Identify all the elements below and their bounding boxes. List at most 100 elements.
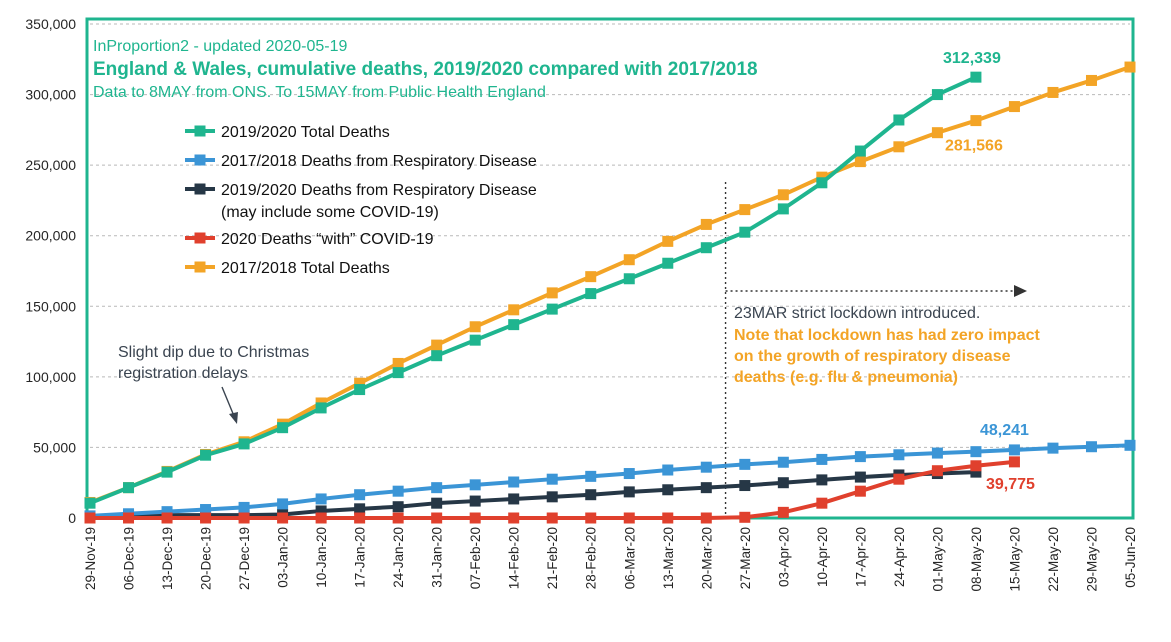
chart-subtitle: InProportion2 - updated 2020-05-19 [93,38,348,55]
legend-label: 2020 Deaths “with” COVID-19 [221,231,434,248]
data-point [392,512,404,524]
lockdown-note-line2: Note that lockdown has had zero impact [734,327,1040,344]
data-point [1085,441,1097,453]
data-point [469,512,481,524]
x-tick-label: 01-May-20 [930,527,945,592]
data-point [315,493,327,505]
data-point [392,367,404,379]
series-teal [84,71,982,509]
data-label: 312,339 [943,50,1001,67]
x-tick-label: 24-Apr-20 [892,527,907,587]
data-point [700,242,712,254]
data-point [123,512,135,524]
data-point [1047,442,1059,454]
legend: 2019/2020 Total Deaths 2017/2018 Deaths f… [185,124,537,277]
data-point [816,171,828,183]
series-red [84,456,1020,524]
data-point [546,491,558,503]
data-point [469,479,481,491]
data-point [315,402,327,414]
data-point [354,503,366,515]
data-point [931,447,943,459]
data-point [970,115,982,127]
data-point [1124,61,1136,73]
data-point [816,177,828,189]
x-tick-label: 31-Jan-20 [430,527,445,588]
data-point [508,476,520,488]
legend-label: 2017/2018 Total Deaths [221,260,390,277]
legend-item: 2019/2020 Total Deaths [185,124,390,141]
x-tick-label: 10-Jan-20 [314,527,329,588]
data-point [200,504,212,516]
data-point [354,377,366,389]
y-tick-label: 150,000 [25,298,76,314]
data-point [970,466,982,478]
data-point [508,512,520,524]
data-point [238,501,250,513]
legend-item: 2017/2018 Deaths from Respiratory Diseas… [185,153,537,170]
legend-item: 2019/2020 Deaths from Respiratory Diseas… [185,182,537,221]
lockdown-note-line1: 23MAR strict lockdown introduced. [734,305,980,322]
data-point [854,451,866,463]
series-line [89,443,1131,518]
data-point [469,321,481,333]
series-blue [84,439,1136,522]
data-point [854,485,866,497]
x-tick-label: 28-Feb-20 [584,527,599,589]
data-point [84,512,96,524]
data-point [546,473,558,485]
data-point [931,89,943,101]
x-tick-label: 13-Mar-20 [661,527,676,589]
x-tick-label: 20-Dec-19 [199,527,214,590]
christmas-note-line2: registration delays [118,365,248,382]
data-point [623,486,635,498]
data-point [431,482,443,494]
data-point [893,114,905,126]
y-tick-label: 350,000 [25,16,76,32]
data-point [161,506,173,518]
data-point [623,512,635,524]
y-tick-label: 200,000 [25,228,76,244]
y-tick-label: 50,000 [33,439,76,455]
data-point [854,156,866,168]
y-tick-label: 100,000 [25,369,76,385]
legend-label: 2017/2018 Deaths from Respiratory Diseas… [221,153,537,170]
data-point [623,468,635,480]
christmas-note-line1: Slight dip due to Christmas [118,344,309,361]
data-point [585,470,597,482]
series-lines [84,61,1136,524]
legend-swatch-marker [194,154,206,166]
data-point [931,465,943,477]
data-point [1008,444,1020,456]
x-tick-label: 29-May-20 [1084,527,1099,592]
data-label: 39,775 [986,476,1035,493]
x-tick-label: 27-Dec-19 [237,527,252,590]
lockdown-note-line3: on the growth of respiratory disease [734,348,1011,365]
data-point [777,189,789,201]
x-tick-label: 06-Mar-20 [622,527,637,589]
x-tick-label: 03-Apr-20 [776,527,791,587]
data-point [662,257,674,269]
data-point [1008,101,1020,113]
data-point [392,485,404,497]
data-point [739,458,751,470]
data-point [893,449,905,461]
data-point [354,489,366,501]
data-point [1008,456,1020,468]
header-block: InProportion2 - updated 2020-05-19 Engla… [93,38,758,101]
data-point [354,512,366,524]
data-point [1047,86,1059,98]
data-point [777,456,789,468]
data-point [700,482,712,494]
data-point [662,464,674,476]
data-point [431,339,443,351]
data-point [739,226,751,238]
data-point [277,422,289,434]
legend-label: 2019/2020 Total Deaths [221,124,390,141]
data-point [816,453,828,465]
lockdown-arrow-head [1014,285,1027,297]
x-tick-label: 13-Dec-19 [160,527,175,590]
data-point [392,501,404,513]
data-point [161,512,173,524]
